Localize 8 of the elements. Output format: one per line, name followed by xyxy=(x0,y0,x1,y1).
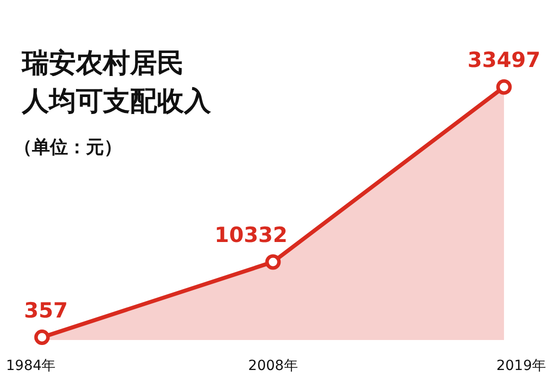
x-tick-label: 2019年 xyxy=(496,358,546,374)
x-tick-label: 1984年 xyxy=(6,358,56,374)
data-label: 357 xyxy=(24,298,68,322)
text: （单位：元） xyxy=(14,137,122,158)
x-tick-label: 2008年 xyxy=(248,358,298,374)
data-label: 33497 xyxy=(467,48,541,72)
data-label: 10332 xyxy=(214,222,288,247)
chart-title: 瑞安农村居民人均可支配收入 xyxy=(21,48,212,117)
